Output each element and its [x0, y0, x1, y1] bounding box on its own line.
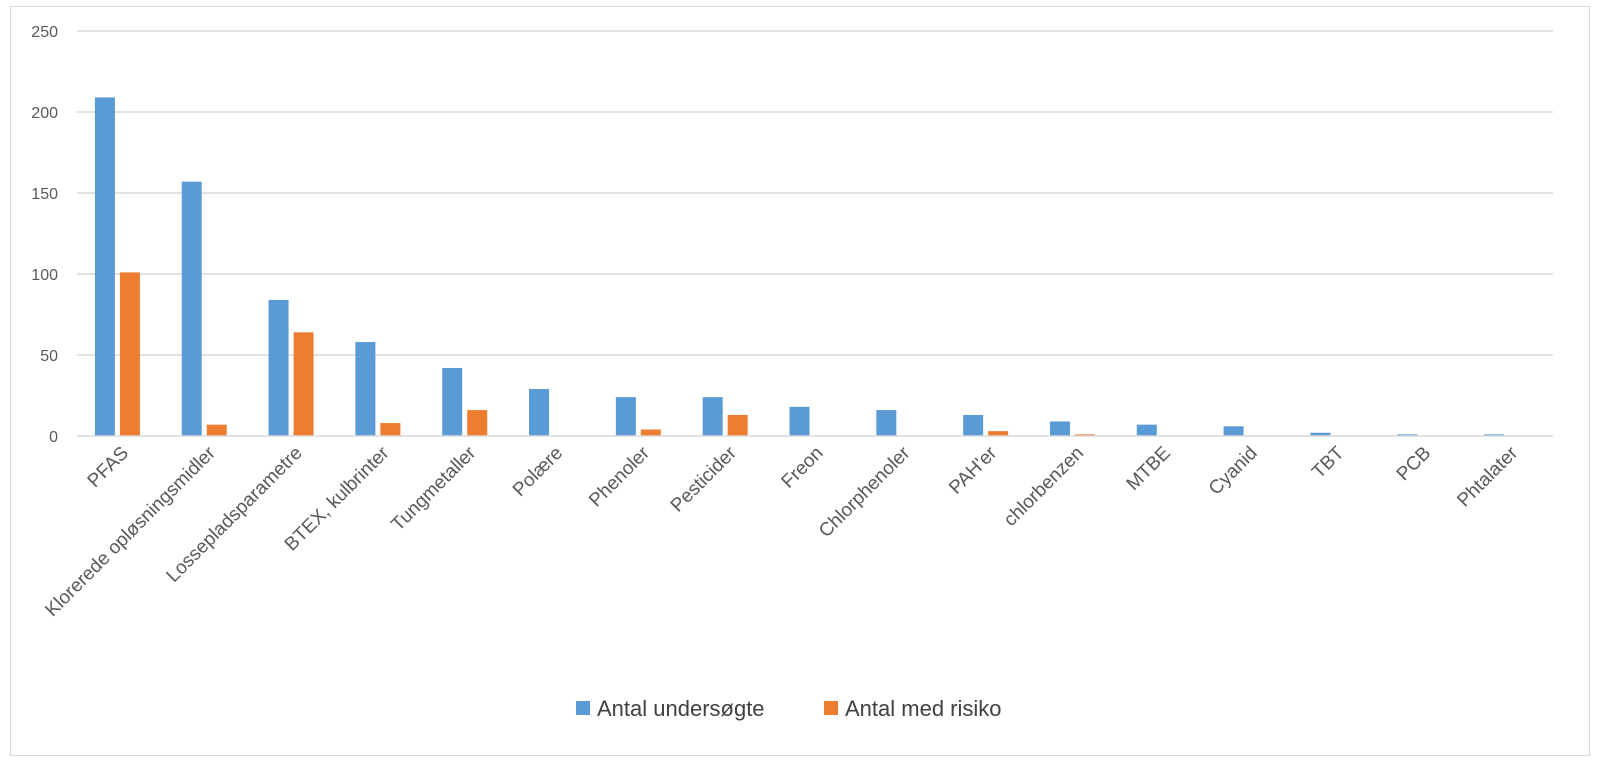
bar-antal-undersogte	[355, 342, 376, 436]
bars	[94, 97, 1505, 437]
bar-antal-med-risiko	[727, 414, 748, 436]
x-category-label: Tungmetaller	[387, 442, 480, 535]
bar-antal-undersogte	[529, 389, 550, 436]
bar-antal-undersogte	[1397, 434, 1418, 436]
x-category-label: MTBE	[1123, 443, 1175, 495]
bar-antal-med-risiko	[206, 424, 227, 436]
y-tick-label: 0	[49, 429, 58, 446]
x-category-label: PCB	[1393, 443, 1435, 485]
x-category-label: Klorerede opløsningsmidler	[41, 442, 220, 621]
y-tick-label: 250	[31, 24, 58, 41]
x-category-label: Freon	[778, 443, 828, 493]
x-category-label: Pesticider	[667, 442, 741, 516]
bar-antal-undersogte	[442, 367, 463, 436]
legend-label: Antal med risiko	[845, 696, 1002, 721]
x-category-label: Polære	[509, 443, 567, 501]
y-tick-label: 100	[31, 267, 58, 284]
bar-antal-undersogte	[876, 410, 897, 436]
bar-antal-med-risiko	[380, 423, 401, 436]
bar-antal-undersogte	[268, 299, 289, 436]
x-category-label: PFAS	[84, 443, 133, 492]
x-category-label: chlorbenzen	[1000, 443, 1088, 531]
x-category-label: Chlorphenoler	[815, 442, 915, 542]
y-tick-label: 150	[31, 186, 58, 203]
bar-antal-med-risiko	[119, 272, 140, 436]
bar-antal-med-risiko	[293, 332, 314, 436]
x-category-label: Cyanid	[1205, 443, 1262, 500]
bar-antal-med-risiko	[1074, 434, 1095, 436]
bar-antal-undersogte	[1484, 434, 1505, 436]
bar-antal-med-risiko	[988, 431, 1009, 436]
bar-antal-undersogte	[1136, 424, 1157, 436]
bar-antal-undersogte	[963, 414, 984, 436]
bar-antal-undersogte	[702, 397, 723, 436]
y-tick-label: 200	[31, 105, 58, 122]
bar-antal-undersogte	[1310, 432, 1331, 436]
bar-antal-undersogte	[615, 397, 636, 436]
gridlines	[77, 30, 1553, 356]
legend-swatch	[576, 701, 590, 715]
bar-antal-undersogte	[1049, 421, 1070, 436]
legend-label: Antal undersøgte	[597, 696, 765, 721]
x-category-label: PAH'er	[945, 442, 1001, 498]
legend-swatch	[824, 701, 838, 715]
legend: Antal undersøgte Antal med risiko	[576, 696, 1002, 721]
bar-antal-undersogte	[1223, 426, 1244, 436]
bar-antal-med-risiko	[467, 410, 488, 436]
bar-antal-undersogte	[789, 406, 810, 436]
x-category-label: Phtalater	[1454, 442, 1523, 511]
y-axis-tick-labels: 0 50 100 150 200 250	[31, 24, 58, 446]
bar-antal-med-risiko	[640, 429, 661, 436]
x-category-label: TBT	[1308, 442, 1349, 483]
bar-antal-undersogte	[94, 97, 115, 437]
bar-antal-undersogte	[181, 181, 202, 436]
y-tick-label: 50	[40, 348, 58, 365]
x-category-label: Phenoler	[585, 442, 654, 511]
